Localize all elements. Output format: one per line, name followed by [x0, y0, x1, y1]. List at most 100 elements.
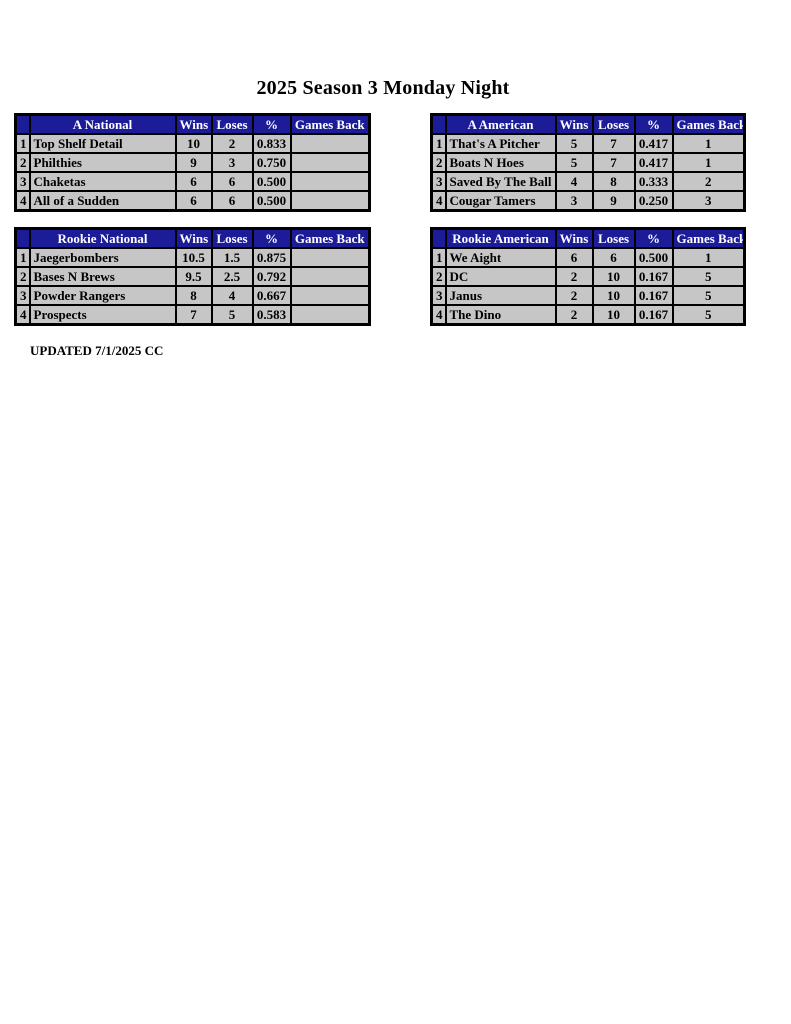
- team-name-cell: Saved By The Ball: [444, 171, 557, 192]
- standings-row: 2 Bases N Brews 9.5 2.5 0.792: [14, 266, 371, 287]
- loses-cell: 2.5: [210, 266, 254, 287]
- rank-cell: 2: [430, 266, 447, 287]
- corner-cell: [430, 227, 447, 249]
- team-name-cell: The Dino: [444, 304, 557, 326]
- col-header-wins: Wins: [174, 227, 213, 249]
- standings-row: 4 Prospects 7 5 0.583: [14, 304, 371, 326]
- col-header-games-back: Games Back: [289, 227, 371, 249]
- standings-row: 3 Chaketas 6 6 0.500: [14, 171, 371, 192]
- wins-cell: 2: [554, 304, 594, 326]
- rank-cell: 4: [14, 304, 31, 326]
- wins-cell: 2: [554, 266, 594, 287]
- rank-cell: 1: [430, 247, 447, 268]
- pct-cell: 0.875: [251, 247, 292, 268]
- col-header-pct: %: [251, 113, 292, 135]
- standings-row: 2 Philthies 9 3 0.750: [14, 152, 371, 173]
- rank-cell: 3: [14, 285, 31, 306]
- col-header-pct: %: [251, 227, 292, 249]
- standings-table-rookie-national: Rookie National Wins Loses % Games Back …: [14, 227, 371, 326]
- wins-cell: 10: [174, 133, 213, 154]
- team-name-cell: Powder Rangers: [28, 285, 177, 306]
- games-back-cell: 5: [671, 266, 746, 287]
- standings-row: 3 Saved By The Ball 4 8 0.333 2: [430, 171, 746, 192]
- col-header-wins: Wins: [174, 113, 213, 135]
- team-name-cell: DC: [444, 266, 557, 287]
- rank-cell: 1: [14, 133, 31, 154]
- loses-cell: 10: [591, 304, 636, 326]
- header-row: Rookie National Wins Loses % Games Back: [14, 227, 371, 249]
- team-name-cell: Prospects: [28, 304, 177, 326]
- team-name-cell: Jaegerbombers: [28, 247, 177, 268]
- pct-cell: 0.792: [251, 266, 292, 287]
- standings-table-a-national: A National Wins Loses % Games Back 1 Top …: [14, 113, 371, 212]
- wins-cell: 4: [554, 171, 594, 192]
- games-back-cell: 5: [671, 304, 746, 326]
- wins-cell: 5: [554, 152, 594, 173]
- standings-row: 3 Powder Rangers 8 4 0.667: [14, 285, 371, 306]
- team-name-cell: We Aight: [444, 247, 557, 268]
- team-name-cell: Top Shelf Detail: [28, 133, 177, 154]
- team-name-cell: Cougar Tamers: [444, 190, 557, 212]
- rank-cell: 4: [430, 190, 447, 212]
- pct-cell: 0.250: [633, 190, 674, 212]
- page-title: 2025 Season 3 Monday Night: [256, 77, 510, 100]
- loses-cell: 6: [210, 190, 254, 212]
- rank-cell: 3: [14, 171, 31, 192]
- pct-cell: 0.167: [633, 304, 674, 326]
- loses-cell: 10: [591, 266, 636, 287]
- team-name-cell: That's A Pitcher: [444, 133, 557, 154]
- standings-row: 1 Top Shelf Detail 10 2 0.833: [14, 133, 371, 154]
- standings-row: 4 The Dino 2 10 0.167 5: [430, 304, 746, 326]
- division-title: Rookie National: [28, 227, 177, 249]
- games-back-cell: [289, 171, 371, 192]
- header-row: Rookie American Wins Loses % Games Back: [430, 227, 746, 249]
- pct-cell: 0.833: [251, 133, 292, 154]
- col-header-pct: %: [633, 113, 674, 135]
- standings-row: 1 We Aight 6 6 0.500 1: [430, 247, 746, 268]
- games-back-cell: [289, 266, 371, 287]
- col-header-loses: Loses: [591, 227, 636, 249]
- games-back-cell: [289, 133, 371, 154]
- pct-cell: 0.417: [633, 133, 674, 154]
- corner-cell: [14, 227, 31, 249]
- corner-cell: [430, 113, 447, 135]
- col-header-loses: Loses: [591, 113, 636, 135]
- loses-cell: 9: [591, 190, 636, 212]
- games-back-cell: [289, 190, 371, 212]
- wins-cell: 9: [174, 152, 213, 173]
- rank-cell: 4: [14, 190, 31, 212]
- standings-row: 4 Cougar Tamers 3 9 0.250 3: [430, 190, 746, 212]
- wins-cell: 6: [174, 190, 213, 212]
- loses-cell: 5: [210, 304, 254, 326]
- pct-cell: 0.750: [251, 152, 292, 173]
- games-back-cell: [289, 285, 371, 306]
- wins-cell: 10.5: [174, 247, 213, 268]
- loses-cell: 7: [591, 152, 636, 173]
- loses-cell: 7: [591, 133, 636, 154]
- wins-cell: 8: [174, 285, 213, 306]
- updated-note: UPDATED 7/1/2025 CC: [30, 343, 164, 358]
- games-back-cell: 5: [671, 285, 746, 306]
- games-back-cell: 1: [671, 247, 746, 268]
- loses-cell: 2: [210, 133, 254, 154]
- corner-cell: [14, 113, 31, 135]
- loses-cell: 6: [210, 171, 254, 192]
- standings-row: 2 DC 2 10 0.167 5: [430, 266, 746, 287]
- col-header-wins: Wins: [554, 227, 594, 249]
- standings-table-a-american: A American Wins Loses % Games Back 1 That…: [430, 113, 746, 212]
- pct-cell: 0.500: [251, 171, 292, 192]
- games-back-cell: 1: [671, 152, 746, 173]
- games-back-cell: 3: [671, 190, 746, 212]
- standings-row: 1 That's A Pitcher 5 7 0.417 1: [430, 133, 746, 154]
- loses-cell: 10: [591, 285, 636, 306]
- wins-cell: 6: [554, 247, 594, 268]
- pct-cell: 0.583: [251, 304, 292, 326]
- wins-cell: 6: [174, 171, 213, 192]
- games-back-cell: 2: [671, 171, 746, 192]
- team-name-cell: Boats N Hoes: [444, 152, 557, 173]
- col-header-games-back: Games Back: [671, 227, 746, 249]
- wins-cell: 5: [554, 133, 594, 154]
- pct-cell: 0.667: [251, 285, 292, 306]
- rank-cell: 2: [14, 152, 31, 173]
- pct-cell: 0.167: [633, 285, 674, 306]
